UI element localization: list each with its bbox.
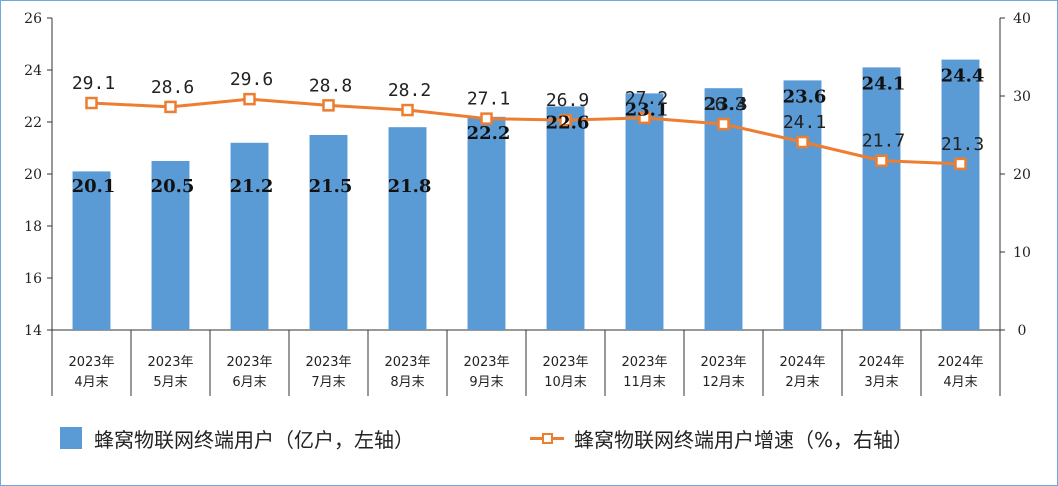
- x-tick-label: 2023年 9月末: [463, 355, 509, 390]
- bar: [625, 93, 664, 331]
- line-point-marker: [559, 113, 572, 127]
- line-data-label: 27.2: [625, 88, 668, 109]
- legend-label-line: 蜂窝物联网终端用户增速（%，右轴）: [574, 427, 914, 452]
- line-point-marker: [85, 96, 98, 110]
- bar-data-label: 23.6: [783, 86, 827, 107]
- line-point-marker: [796, 135, 809, 149]
- legend-label-bar: 蜂窝物联网终端用户（亿户，左轴）: [94, 427, 414, 452]
- legend-item-bar: 蜂窝物联网终端用户（亿户，左轴）: [60, 418, 414, 458]
- y-right-tick-label: 10: [1013, 245, 1031, 261]
- y-left-tick-label: 18: [24, 219, 42, 235]
- y-right-tick-label: 0: [1018, 323, 1027, 339]
- bar: [546, 106, 585, 331]
- y-left-tick-label: 20: [24, 167, 42, 183]
- bar-data-label: 20.1: [72, 176, 116, 197]
- bar-data-label: 24.1: [862, 73, 906, 94]
- line-point-marker: [164, 100, 177, 114]
- line-point-marker: [717, 117, 730, 131]
- growth-line: [91, 97, 961, 166]
- x-tick-label: 2023年 5月末: [147, 355, 193, 390]
- line-data-label: 28.8: [309, 75, 352, 96]
- line-data-label: 21.3: [941, 134, 984, 155]
- legend-item-line: 蜂窝物联网终端用户增速（%，右轴）: [530, 418, 913, 458]
- line-data-label: 28.2: [388, 80, 431, 101]
- line-point-marker: [322, 99, 335, 112]
- line-data-label: 24.1: [783, 112, 826, 133]
- bar: [230, 142, 269, 330]
- y-left-tick-label: 14: [24, 323, 42, 339]
- chart-legend: 蜂窝物联网终端用户（亿户，左轴） 蜂窝物联网终端用户增速（%，右轴）: [60, 418, 1040, 458]
- line-point-marker: [638, 111, 651, 125]
- line-point-marker: [401, 103, 414, 117]
- line-point-marker: [243, 92, 256, 106]
- x-tick-label: 2024年 4月末: [937, 355, 983, 390]
- bar-data-label: 20.5: [151, 176, 195, 197]
- bar-data-label: 21.8: [388, 176, 432, 197]
- x-tick-label: 2023年 4月末: [68, 355, 114, 390]
- bar: [862, 67, 901, 331]
- bar: [72, 171, 111, 330]
- line-point-marker: [954, 157, 967, 171]
- x-tick-label: 2023年 7月末: [305, 355, 351, 390]
- bar: [151, 161, 190, 330]
- y-left-tick-label: 16: [24, 271, 42, 287]
- bar-data-label: 23.1: [625, 99, 669, 120]
- y-right-tick-label: 30: [1013, 89, 1031, 105]
- y-left-tick-label: 24: [24, 63, 42, 79]
- bar-data-label: 22.6: [546, 112, 590, 133]
- x-tick-label: 2023年 12月末: [700, 355, 746, 390]
- bar-data-label: 23.3: [704, 94, 748, 115]
- bar: [941, 59, 980, 330]
- bar: [467, 116, 506, 330]
- x-tick-label: 2023年 6月末: [226, 355, 272, 390]
- bar-data-label: 22.2: [467, 123, 511, 144]
- bar: [309, 135, 348, 330]
- x-tick-label: 2024年 3月末: [858, 355, 904, 390]
- bar-data-label: 21.2: [230, 176, 274, 197]
- y-right-tick-label: 20: [1013, 167, 1031, 183]
- x-tick-label: 2023年 8月末: [384, 355, 430, 390]
- line-point-marker: [875, 154, 888, 167]
- bar: [783, 80, 822, 331]
- line-data-label: 29.1: [72, 73, 115, 94]
- x-tick-label: 2024年 2月末: [779, 355, 825, 390]
- line-point-marker: [480, 112, 493, 125]
- legend-swatch-bar: [60, 427, 82, 449]
- bar-data-label: 21.5: [309, 176, 353, 197]
- line-data-label: 27.1: [467, 89, 510, 110]
- bar: [388, 127, 427, 330]
- x-tick-label: 2023年 10月末: [542, 355, 588, 390]
- chart-canvas: 14 16 18 20 22 24 26 0 10 20 30 40 2023年 4月末 2023年 5月末 2…: [24, 11, 1031, 396]
- line-data-label: 26.9: [546, 90, 589, 111]
- y-right-tick-label: 40: [1013, 11, 1031, 27]
- line-data-label: 28.6: [151, 77, 194, 98]
- x-tick-label: 2023年 11月末: [621, 355, 667, 390]
- y-left-tick-label: 26: [24, 11, 42, 27]
- line-data-label: 26.4: [704, 94, 747, 115]
- legend-swatch-line: [530, 427, 564, 449]
- y-left-tick-label: 22: [24, 115, 42, 131]
- line-data-label: 21.7: [862, 131, 905, 152]
- bar-data-label: 24.4: [941, 66, 985, 87]
- line-data-label: 29.6: [230, 69, 273, 90]
